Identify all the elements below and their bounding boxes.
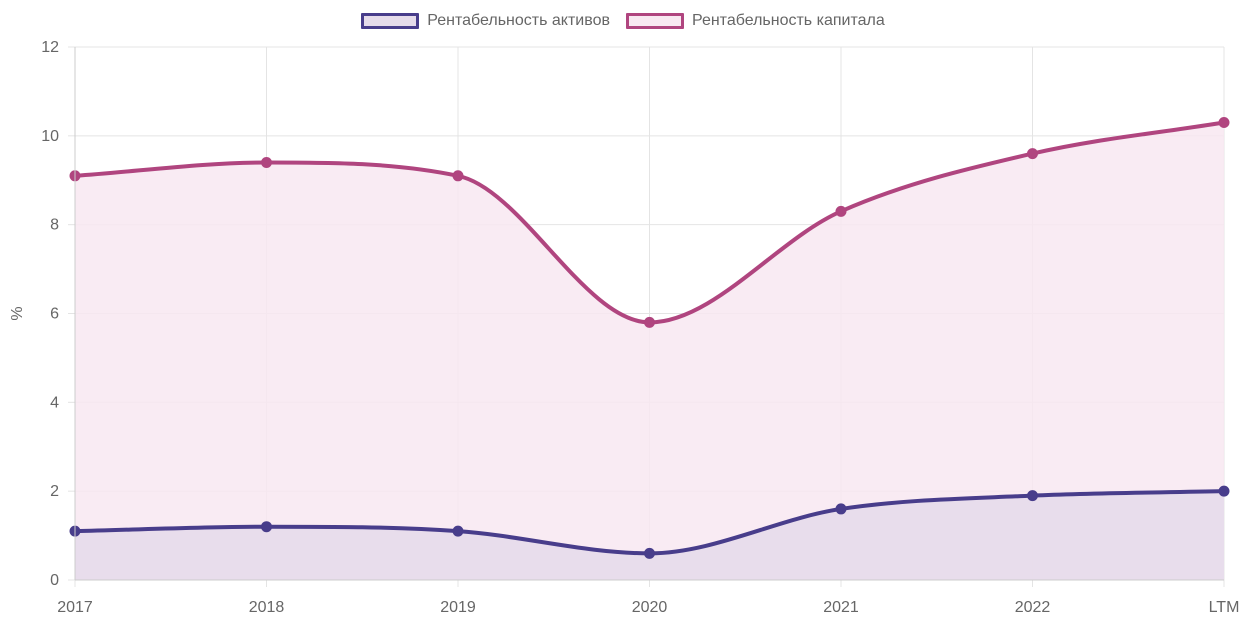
y-tick-label: 12 [41,39,59,56]
x-tick-label: LTM [1209,599,1240,616]
x-tick-label: 2020 [632,599,668,616]
data-point [452,525,464,537]
y-tick-label: 6 [50,306,59,323]
data-point [261,156,272,168]
data-point [644,316,655,328]
areas [75,122,1224,580]
data-point [261,521,272,533]
x-tick-label: 2017 [57,599,93,616]
y-tick-label: 0 [50,572,59,589]
data-point [1027,490,1038,502]
y-tick-label: 2 [50,483,59,500]
legend-label-roa: Рентабельность активов [427,12,610,29]
data-point [1218,485,1230,497]
data-point [452,170,464,182]
y-axis-title: % [9,306,26,320]
data-point [644,547,655,559]
y-tick-label: 4 [50,394,59,411]
legend-swatch-roa [361,13,420,29]
legend-label-roe: Рентабельность капитала [691,12,885,29]
axes: 0 2 4 6 8 10 12 2017 2018 2019 2020 2021 2022 LTM [41,39,1239,616]
legend: Рентабельность активов Рентабельность ка… [0,12,1246,30]
data-point [1027,148,1038,160]
data-point [835,503,847,515]
series-area-0 [75,491,1224,580]
legend-swatch-roe [625,13,684,29]
legend-item-roa[interactable]: Рентабельность активов [361,12,610,30]
x-tick-label: 2018 [249,599,285,616]
x-tick-label: 2019 [440,599,476,616]
data-point [1218,117,1230,129]
x-tick-label: 2021 [823,599,859,616]
y-tick-label: 8 [50,217,59,234]
series-area-1 [75,122,1224,580]
legend-item-roe[interactable]: Рентабельность капитала [625,12,885,30]
y-tick-label: 10 [41,128,59,145]
data-point [835,205,847,217]
x-tick-label: 2022 [1015,599,1051,616]
